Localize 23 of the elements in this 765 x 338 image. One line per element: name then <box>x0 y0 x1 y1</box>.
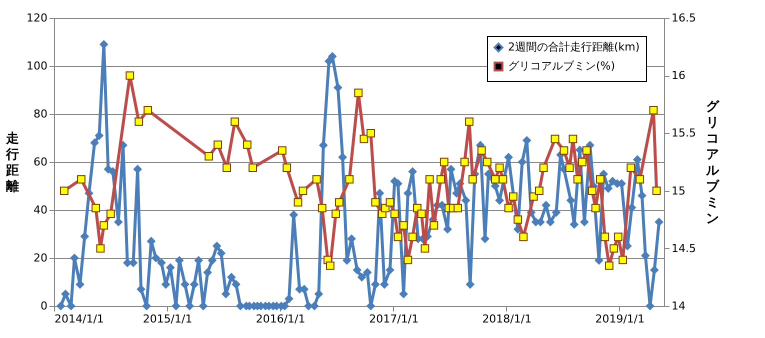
x-tick-label: 2017/1/1 <box>369 312 419 326</box>
y-tick-label: 80 <box>34 108 48 120</box>
legend-label: 2週間の合計走行距離(km) <box>508 40 640 54</box>
y-tick-label: 120 <box>26 12 48 24</box>
y2-tick-label: 16.5 <box>672 12 696 24</box>
y-tick-label: 40 <box>34 204 48 216</box>
y-tick-label: 60 <box>34 156 48 168</box>
legend-label: グリコアルブミン(%) <box>508 60 616 72</box>
y2-tick-label: 16 <box>672 69 686 82</box>
x-tick-label: 2018/1/1 <box>482 312 532 326</box>
x-tick-label: 2016/1/1 <box>256 312 306 326</box>
y-axis-title: 走行距離 <box>5 132 19 194</box>
y-tick-label: 20 <box>34 252 48 264</box>
x-tick-label: 2019/1/1 <box>595 312 645 326</box>
y2-tick-label: 14 <box>672 300 686 312</box>
y2-axis-title: グリコアルブミン <box>705 100 720 226</box>
x-tick-label: 2015/1/1 <box>142 312 192 326</box>
y2-tick-label: 15 <box>672 184 686 198</box>
y-tick-label: 100 <box>26 60 48 72</box>
y-tick-label: 0 <box>40 300 48 312</box>
x-tick-label: 2014/1/1 <box>54 312 104 326</box>
y2-tick-label: 15.5 <box>672 126 696 140</box>
y2-tick-label: 14.5 <box>672 242 696 255</box>
